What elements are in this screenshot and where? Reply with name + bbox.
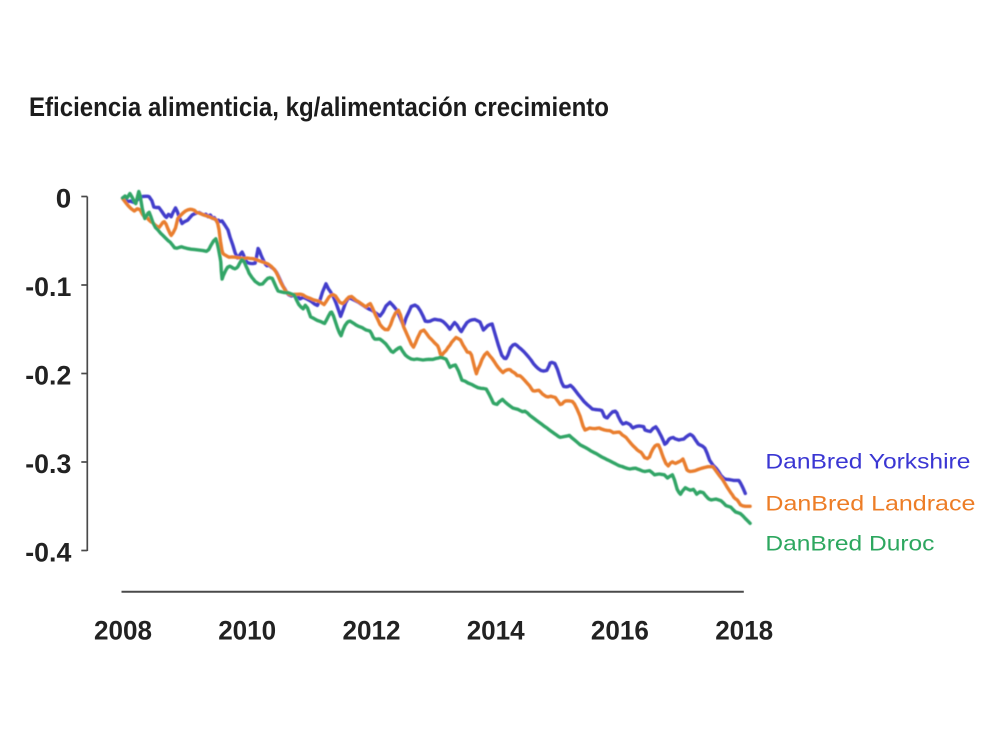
svg-text:2010: 2010	[218, 616, 276, 646]
svg-text:0: 0	[56, 183, 72, 213]
svg-text:2008: 2008	[94, 616, 152, 646]
svg-text:2014: 2014	[467, 616, 525, 646]
svg-text:Eficiencia alimenticia, kg/ali: Eficiencia alimenticia, kg/alimentación …	[29, 92, 609, 122]
svg-text:2016: 2016	[591, 616, 649, 646]
svg-text:2012: 2012	[343, 616, 401, 646]
svg-text:DanBred Landrace: DanBred Landrace	[765, 493, 975, 516]
svg-text:DanBred Duroc: DanBred Duroc	[765, 533, 934, 556]
svg-text:-0.2: -0.2	[25, 360, 71, 390]
svg-text:-0.4: -0.4	[25, 537, 71, 567]
svg-text:DanBred Yorkshire: DanBred Yorkshire	[765, 451, 970, 474]
svg-text:-0.3: -0.3	[25, 449, 71, 479]
svg-text:2018: 2018	[715, 616, 773, 646]
svg-text:-0.1: -0.1	[25, 272, 71, 302]
